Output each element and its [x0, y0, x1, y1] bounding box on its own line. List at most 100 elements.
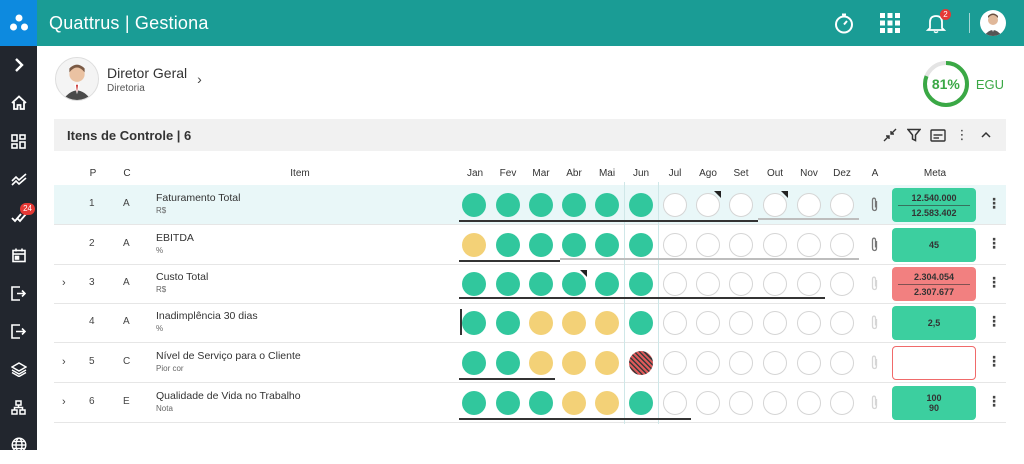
- month-status-yellow[interactable]: [529, 351, 553, 375]
- month-status-empty[interactable]: [830, 272, 854, 296]
- month-status-empty[interactable]: [763, 311, 787, 335]
- attachment-icon[interactable]: [870, 237, 879, 255]
- month-status-empty[interactable]: [763, 233, 787, 257]
- attachment-icon[interactable]: [870, 315, 879, 333]
- month-status-green[interactable]: [462, 193, 486, 217]
- month-status-empty[interactable]: [830, 193, 854, 217]
- month-status-green[interactable]: [496, 351, 520, 375]
- month-status-yellow[interactable]: [595, 391, 619, 415]
- month-status-yellow[interactable]: [562, 311, 586, 335]
- user-avatar[interactable]: [980, 10, 1006, 36]
- month-status-empty[interactable]: [763, 391, 787, 415]
- month-status-empty[interactable]: [696, 233, 720, 257]
- profile-header[interactable]: Diretor Geral Diretoria ›: [55, 57, 202, 101]
- month-status-green[interactable]: [562, 233, 586, 257]
- month-status-empty[interactable]: [696, 272, 720, 296]
- apps-grid-icon[interactable]: [867, 0, 913, 46]
- month-status-empty[interactable]: [797, 272, 821, 296]
- month-status-green[interactable]: [496, 193, 520, 217]
- month-status-empty[interactable]: [663, 233, 687, 257]
- month-status-yellow[interactable]: [595, 311, 619, 335]
- month-status-green[interactable]: [462, 311, 486, 335]
- filter-icon[interactable]: [902, 123, 926, 147]
- month-status-empty[interactable]: [763, 272, 787, 296]
- meta-box[interactable]: 2.304.054 2.307.677: [892, 267, 976, 301]
- sidebar-item-layers[interactable]: [0, 350, 37, 388]
- table-row[interactable]: › 6 E Qualidade de Vida no Trabalho Nota: [54, 383, 1006, 423]
- attachment-icon[interactable]: [870, 395, 879, 413]
- expand-row-icon[interactable]: ›: [62, 277, 66, 289]
- month-status-empty[interactable]: [797, 391, 821, 415]
- month-status-green[interactable]: [595, 193, 619, 217]
- comment-flag-icon[interactable]: [714, 191, 721, 198]
- subtitles-icon[interactable]: [926, 123, 950, 147]
- expand-row-icon[interactable]: ›: [62, 356, 66, 368]
- month-status-green[interactable]: [496, 233, 520, 257]
- month-status-empty[interactable]: [729, 351, 753, 375]
- row-menu-icon[interactable]: ⋮: [987, 195, 1001, 211]
- row-menu-icon[interactable]: ⋮: [987, 313, 1001, 329]
- table-row[interactable]: › 3 A Custo Total R$: [54, 264, 1006, 304]
- table-row[interactable]: 4 A Inadimplência 30 dias%: [54, 303, 1006, 343]
- sidebar-item-org-chart[interactable]: [0, 388, 37, 426]
- month-status-green[interactable]: [529, 233, 553, 257]
- month-status-empty[interactable]: [797, 311, 821, 335]
- month-status-empty[interactable]: [663, 351, 687, 375]
- table-row[interactable]: 2 A EBITDA%: [54, 225, 1006, 265]
- meta-box[interactable]: 45: [892, 228, 976, 262]
- month-status-empty[interactable]: [663, 391, 687, 415]
- month-status-green[interactable]: [462, 391, 486, 415]
- month-status-green[interactable]: [462, 351, 486, 375]
- month-status-green[interactable]: [496, 391, 520, 415]
- attachment-icon[interactable]: [870, 276, 879, 294]
- chevron-right-icon[interactable]: ›: [197, 71, 202, 87]
- month-status-yellow[interactable]: [562, 351, 586, 375]
- sidebar-item-home[interactable]: [0, 84, 37, 122]
- comment-flag-icon[interactable]: [580, 270, 587, 277]
- month-status-green[interactable]: [562, 193, 586, 217]
- month-status-empty[interactable]: [663, 272, 687, 296]
- item-name[interactable]: Faturamento Total: [156, 192, 241, 204]
- sidebar-item-calendar[interactable]: [0, 236, 37, 274]
- month-status-empty[interactable]: [696, 311, 720, 335]
- month-status-empty[interactable]: [696, 391, 720, 415]
- sidebar-item-exit[interactable]: [0, 312, 37, 350]
- month-status-green[interactable]: [462, 272, 486, 296]
- sidebar-item-logout[interactable]: [0, 274, 37, 312]
- month-status-red[interactable]: [629, 351, 653, 375]
- month-status-empty[interactable]: [696, 351, 720, 375]
- month-status-green[interactable]: [629, 272, 653, 296]
- bell-icon[interactable]: 2: [913, 0, 959, 46]
- month-status-green[interactable]: [629, 311, 653, 335]
- item-name[interactable]: EBITDA: [156, 232, 194, 244]
- month-status-empty[interactable]: [729, 272, 753, 296]
- month-status-empty[interactable]: [830, 351, 854, 375]
- item-name[interactable]: Nível de Serviço para o Cliente: [156, 350, 301, 362]
- row-menu-icon[interactable]: ⋮: [987, 274, 1001, 290]
- row-menu-icon[interactable]: ⋮: [987, 393, 1001, 409]
- month-status-yellow[interactable]: [529, 311, 553, 335]
- month-status-empty[interactable]: [729, 391, 753, 415]
- attachment-icon[interactable]: [870, 355, 879, 373]
- meta-box[interactable]: [892, 346, 976, 380]
- month-status-empty[interactable]: [663, 193, 687, 217]
- month-status-green[interactable]: [629, 233, 653, 257]
- month-status-empty[interactable]: [797, 233, 821, 257]
- more-vert-icon[interactable]: ⋮: [955, 127, 969, 142]
- month-status-empty[interactable]: [696, 193, 720, 217]
- comment-flag-icon[interactable]: [781, 191, 788, 198]
- month-status-empty[interactable]: [729, 233, 753, 257]
- meta-box[interactable]: 2,5: [892, 306, 976, 340]
- meta-box[interactable]: 12.540.000 12.583.402: [892, 188, 976, 222]
- logo-icon[interactable]: [0, 0, 37, 46]
- chevron-up-icon[interactable]: [974, 123, 998, 147]
- expand-sidebar-button[interactable]: [0, 46, 37, 84]
- sidebar-item-dashboard[interactable]: [0, 122, 37, 160]
- month-status-green[interactable]: [496, 272, 520, 296]
- month-status-green[interactable]: [529, 391, 553, 415]
- sidebar-item-tasks[interactable]: 24: [0, 198, 37, 236]
- month-status-empty[interactable]: [830, 311, 854, 335]
- collapse-arrows-icon[interactable]: [878, 123, 902, 147]
- row-menu-icon[interactable]: ⋮: [987, 235, 1001, 251]
- month-status-empty[interactable]: [797, 351, 821, 375]
